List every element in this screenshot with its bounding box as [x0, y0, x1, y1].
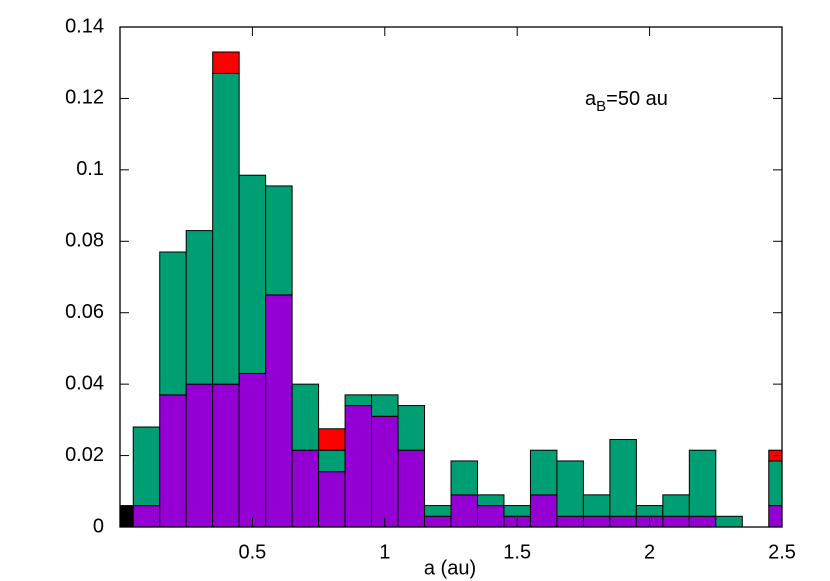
x-tick-label: 0.5 — [238, 541, 266, 563]
y-tick-label: 0.04 — [65, 372, 104, 394]
bar-segment — [185, 230, 214, 385]
bar-segment — [662, 515, 690, 528]
bar-segment — [132, 426, 161, 507]
x-tick-label: 1 — [379, 541, 390, 563]
bar-segment — [119, 505, 134, 528]
bar-segment — [609, 439, 637, 517]
bar-segment — [371, 394, 399, 417]
y-tick-label: 0.02 — [65, 444, 104, 466]
bar-segment — [318, 471, 346, 528]
bar-segment — [397, 405, 426, 451]
annotation: aB=50 au — [585, 88, 668, 115]
bar-segment — [212, 72, 240, 385]
annotation-part: =50 au — [606, 88, 668, 110]
bar-segment — [450, 460, 478, 496]
bar-segment — [609, 515, 637, 528]
bar-segment — [318, 428, 346, 451]
bar-segment — [529, 449, 558, 496]
bar-segment — [371, 415, 399, 528]
bar-segment — [344, 394, 373, 407]
bar-segment — [529, 494, 558, 528]
bar-segment — [159, 394, 187, 528]
bar-segment — [582, 494, 611, 517]
bar-segment — [424, 515, 452, 528]
bar-segment — [556, 515, 584, 528]
bar-segment — [318, 449, 346, 473]
bar-segment — [450, 494, 478, 528]
plot-frame — [119, 26, 783, 528]
bar-segment — [503, 505, 531, 517]
bar-segment — [662, 494, 690, 517]
bar-segment — [185, 383, 214, 528]
bar-segment — [476, 494, 505, 507]
bar-segment — [344, 405, 373, 528]
bar-segment — [159, 251, 187, 396]
bar-segment — [688, 515, 717, 528]
bar-segment — [238, 372, 267, 528]
bar-segment — [688, 449, 717, 517]
x-tick-label: 2.5 — [768, 541, 796, 563]
x-axis-label: a (au) — [424, 557, 476, 579]
bar-segment — [476, 505, 505, 528]
y-tick-label: 0.14 — [65, 15, 104, 37]
bar-segment — [212, 383, 240, 528]
bar-segment — [238, 174, 267, 374]
bar-segment — [397, 449, 426, 528]
annotation-subscript: B — [596, 98, 606, 115]
x-tick-label: 1.5 — [503, 541, 531, 563]
bar-segment — [556, 460, 584, 517]
bar-segment — [132, 505, 161, 528]
y-tick-label: 0.1 — [76, 158, 104, 180]
bar-segment — [265, 294, 293, 528]
y-tick-label: 0.08 — [65, 230, 104, 252]
bar-segment — [768, 460, 783, 507]
bar-segment — [768, 505, 783, 528]
y-tick-label: 0 — [93, 515, 104, 537]
bar-segment — [265, 185, 293, 296]
bar-segment — [291, 449, 320, 528]
y-tick-label: 0.12 — [65, 87, 104, 109]
bar-segment — [424, 505, 452, 517]
annotation-part: a — [585, 88, 597, 110]
y-tick-label: 0.06 — [65, 301, 104, 323]
bar-segment — [291, 383, 320, 451]
bar-segment — [212, 51, 240, 74]
bar-segment — [582, 515, 611, 528]
bar-segment — [635, 505, 664, 517]
x-tick-label: 2 — [644, 541, 655, 563]
bar-segment — [715, 515, 743, 528]
